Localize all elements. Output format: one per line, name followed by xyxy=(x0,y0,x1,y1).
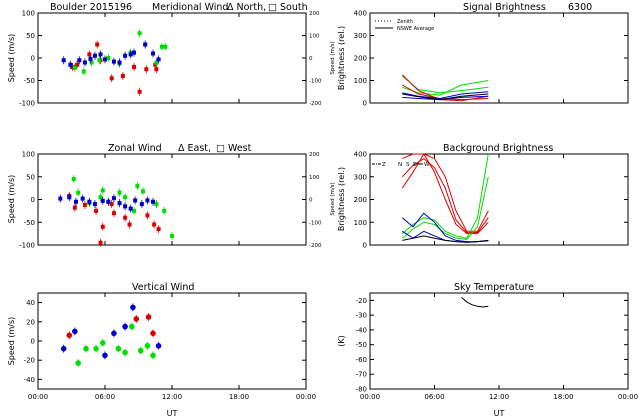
meridional-ytick-label: 100 xyxy=(22,10,35,18)
skytemp-ytick-label: -20 xyxy=(356,297,367,305)
vertical-ylabel: Speed (m/s) xyxy=(7,317,16,366)
skytemp-xtick-label: 12:00 xyxy=(489,393,509,401)
signal-title-right: 6300 xyxy=(568,2,592,13)
zonal-ytick-label: 50 xyxy=(26,173,35,181)
zonal-y2tick-label: -200 xyxy=(309,243,322,249)
background-line-green-4 xyxy=(401,176,489,240)
zonal-title: Zonal Wind xyxy=(108,143,162,154)
vertical-xtick-label: 06:00 xyxy=(95,393,115,401)
station-date-title: Boulder 2015196 xyxy=(50,2,132,13)
zonal-legend-east: Δ East, xyxy=(178,143,211,154)
vertical-plot-frame xyxy=(37,292,307,390)
background-legend-w: W xyxy=(424,162,430,168)
skytemp-ylabel: (K) xyxy=(337,335,346,347)
signal-ytick-label: 0 xyxy=(363,100,367,108)
zonal-ytick-label: 100 xyxy=(22,151,35,159)
signal-legend-zenith: Zenith xyxy=(397,19,413,25)
signal-line-blue-4 xyxy=(402,91,489,100)
background-line-red-1 xyxy=(401,157,489,233)
skytemp-ytick-label: -80 xyxy=(356,386,367,394)
zonal-ytick-label: -100 xyxy=(19,242,35,250)
background-ytick-label: 100 xyxy=(354,219,367,227)
meridional-ytick-label: -100 xyxy=(19,100,35,108)
meridional-title: Meridional Wind xyxy=(152,2,228,13)
meridional-y2tick-label: -100 xyxy=(309,79,322,85)
signal-ytick-label: 100 xyxy=(354,77,367,85)
meridional-ylabel-right: Speed (m/s) xyxy=(330,41,336,74)
meridional-ytick-label: 50 xyxy=(26,32,35,40)
skytemp-ytick-label: -70 xyxy=(356,371,367,379)
signal-ylabel: Brightness (rel.) xyxy=(337,26,346,90)
vertical-ytick-label: 40 xyxy=(26,299,35,307)
skytemp-xtick-label: 00:00 xyxy=(360,393,380,401)
skytemp-ytick-label: -50 xyxy=(356,341,367,349)
meridional-legend-north: Δ North, xyxy=(227,2,266,13)
skytemp-xtick-label: 06:00 xyxy=(424,393,444,401)
signal-ytick-label: 200 xyxy=(354,55,367,63)
zonal-ylabel: Speed (m/s) xyxy=(7,175,16,224)
zonal-ytick-label: 0 xyxy=(31,196,35,204)
skytemp-ytick-label: -40 xyxy=(356,326,367,334)
vertical-xlabel: UT xyxy=(167,409,178,418)
zonal-y2tick-label: 200 xyxy=(309,152,320,158)
zonal-ylabel-right: Speed (m/s) xyxy=(330,182,336,215)
vertical-xtick-label: 00:00 xyxy=(296,393,316,401)
meridional-y2tick-label: -200 xyxy=(309,101,322,107)
signal-ytick-label: 300 xyxy=(354,32,367,40)
skytemp-xlabel: UT xyxy=(494,409,505,418)
meridional-y2tick-label: 200 xyxy=(309,11,320,17)
vertical-ytick-label: 0 xyxy=(31,338,35,346)
background-ytick-label: 200 xyxy=(354,196,367,204)
meridional-ylabel: Speed (m/s) xyxy=(7,34,16,83)
background-ylabel: Brightness (rel.) xyxy=(337,167,346,231)
vertical-title: Vertical Wind xyxy=(132,282,194,293)
skytemp-xtick-label: 00:00 xyxy=(618,393,638,401)
zonal-y2tick-label: 0 xyxy=(309,198,313,204)
skytemp-ytick-label: -60 xyxy=(356,356,367,364)
background-legend-s: S xyxy=(406,162,410,168)
signal-line-green-1 xyxy=(401,75,489,94)
background-ytick-label: 300 xyxy=(354,173,367,181)
zonal-y2tick-label: -100 xyxy=(309,220,322,226)
plot-marks: -100-50050100-200-1000100200-100-5005010… xyxy=(19,10,638,402)
background-ytick-label: 400 xyxy=(354,151,367,159)
meridional-ytick-label: 0 xyxy=(31,55,35,63)
zonal-y2tick-label: 100 xyxy=(309,175,320,181)
background-legend-z: Z xyxy=(382,162,386,168)
vertical-ytick-label: 20 xyxy=(26,318,35,326)
signal-line-black-6 xyxy=(402,93,489,101)
signal-title: Signal Brightness xyxy=(463,2,546,13)
vertical-xtick-label: 00:00 xyxy=(28,393,48,401)
meridional-legend-south: □ South xyxy=(268,2,308,13)
background-legend-n: N xyxy=(398,162,402,168)
zonal-plot-frame xyxy=(37,153,307,246)
vertical-ytick-label: -40 xyxy=(24,376,35,384)
meridional-y2tick-label: 100 xyxy=(309,34,320,40)
zonal-ytick-label: -50 xyxy=(24,219,35,227)
background-title: Background Brightness xyxy=(443,143,553,154)
background-line-red-2 xyxy=(401,153,489,235)
zonal-legend-west: □ West xyxy=(216,143,252,154)
background-legend-e: E xyxy=(413,162,417,168)
meridional-y2tick-label: 0 xyxy=(309,56,313,62)
background-line-black-7 xyxy=(402,235,489,243)
vertical-xtick-label: 12:00 xyxy=(162,393,182,401)
signal-legend-average: NSWE Average xyxy=(397,26,434,32)
vertical-xtick-label: 18:00 xyxy=(229,393,249,401)
signal-ytick-label: 400 xyxy=(354,10,367,18)
skytemp-ytick-label: -30 xyxy=(356,312,367,320)
vertical-ytick-label: -20 xyxy=(24,357,35,365)
skytemp-plot-frame xyxy=(369,292,629,390)
skytemp-title: Sky Temperature xyxy=(454,282,534,293)
meridional-ytick-label: -50 xyxy=(24,77,35,85)
meridional-plot-frame xyxy=(37,12,307,104)
background-ytick-label: 0 xyxy=(363,242,367,250)
skytemp-line-black-0 xyxy=(461,297,489,308)
skytemp-xtick-label: 18:00 xyxy=(553,393,573,401)
